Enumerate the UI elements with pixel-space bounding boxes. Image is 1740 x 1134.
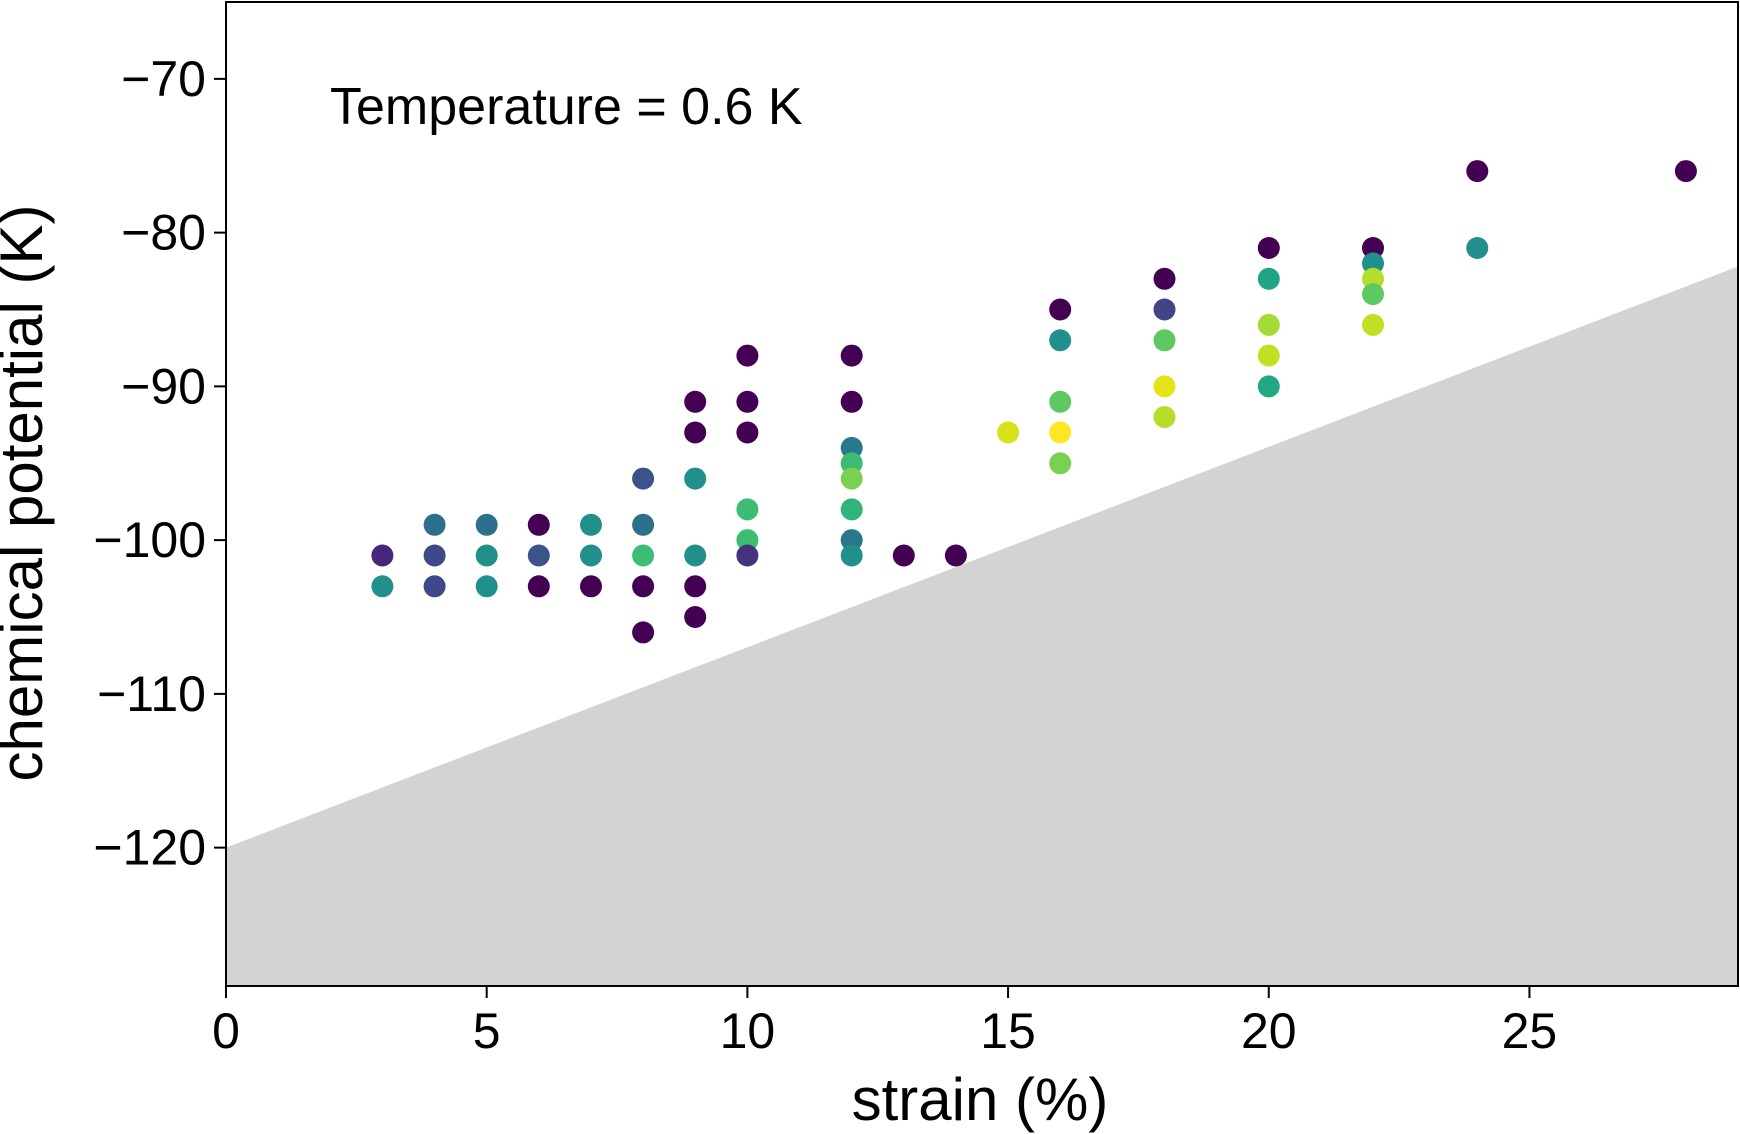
y-tick-label: −80 (121, 205, 206, 261)
data-point (580, 544, 602, 567)
x-tick-label: 0 (212, 1003, 240, 1059)
data-point (475, 575, 498, 598)
data-point (684, 390, 707, 413)
plot-frame (225, 1, 1739, 987)
x-tick-label: 15 (980, 1003, 1036, 1059)
shaded-region-layer (226, 266, 1738, 986)
x-tick-label: 10 (720, 1003, 776, 1059)
data-point (997, 421, 1020, 444)
data-point (840, 436, 863, 459)
data-point (1674, 160, 1697, 183)
data-point (527, 575, 550, 598)
data-point (684, 544, 707, 567)
x-tick-label: 20 (1241, 1003, 1297, 1059)
data-point (944, 544, 967, 567)
data-point (1049, 390, 1072, 413)
data-point (1466, 160, 1489, 183)
data-point (1257, 267, 1280, 290)
data-point (736, 544, 759, 567)
x-tick-label: 25 (1502, 1003, 1558, 1059)
data-point (1049, 421, 1072, 444)
data-point (371, 575, 394, 598)
x-tick-label: 5 (473, 1003, 501, 1059)
y-tick-label: −110 (97, 666, 206, 722)
data-point (840, 544, 863, 567)
data-point (840, 452, 863, 475)
data-point (1257, 313, 1280, 336)
data-point (684, 467, 707, 490)
x-axis-label: strain (%) (852, 1066, 1109, 1133)
data-point (1362, 252, 1384, 275)
data-point (423, 575, 446, 598)
data-point (684, 606, 707, 628)
data-point (840, 467, 863, 490)
data-point (736, 344, 759, 367)
y-tick-label: −120 (93, 820, 206, 876)
data-point (632, 544, 655, 567)
shaded-region (226, 266, 1738, 986)
data-point (1362, 313, 1384, 336)
data-point (1257, 375, 1280, 398)
data-point (1466, 237, 1489, 259)
data-point (580, 575, 602, 598)
y-axis-label: chemical potential (K) (0, 205, 55, 782)
data-point (527, 513, 550, 536)
data-point (736, 529, 759, 552)
data-point (580, 513, 602, 536)
data-point (892, 544, 915, 567)
data-point (736, 390, 759, 413)
data-point (736, 421, 759, 444)
data-point (371, 544, 394, 567)
data-point (1049, 329, 1072, 352)
y-tick-label: −100 (93, 512, 206, 568)
data-point (1049, 298, 1072, 321)
data-point (527, 544, 550, 567)
plot-frame-layer (225, 1, 1739, 987)
data-point (1362, 283, 1384, 306)
data-point (423, 513, 446, 536)
data-point (1257, 237, 1280, 259)
y-tick-label: −90 (121, 358, 206, 414)
data-point (632, 575, 655, 598)
data-point (632, 513, 655, 536)
data-point (632, 467, 655, 490)
data-point (684, 575, 707, 598)
data-point (1257, 344, 1280, 367)
data-point (1153, 298, 1176, 321)
data-point (1153, 375, 1176, 398)
data-point (423, 544, 446, 567)
data-point (475, 544, 498, 567)
data-point (1153, 406, 1176, 429)
data-point (840, 344, 863, 367)
data-point (1362, 267, 1384, 290)
data-point (840, 390, 863, 413)
data-point (632, 621, 655, 644)
data-point (840, 498, 863, 521)
data-point (684, 421, 707, 444)
data-point (1153, 329, 1176, 352)
data-point (1153, 267, 1176, 290)
data-point (475, 513, 498, 536)
data-point (736, 498, 759, 521)
data-point (1049, 452, 1072, 475)
data-point (1362, 237, 1384, 259)
data-points-layer (371, 160, 1697, 644)
data-point (840, 529, 863, 552)
temperature-annotation: Temperature = 0.6 K (330, 78, 803, 136)
y-tick-label: −70 (121, 51, 206, 107)
ticks-layer: 0 5 10 15 20 25 −120 −110 −100 −90 −80 −70 (93, 51, 1557, 1059)
